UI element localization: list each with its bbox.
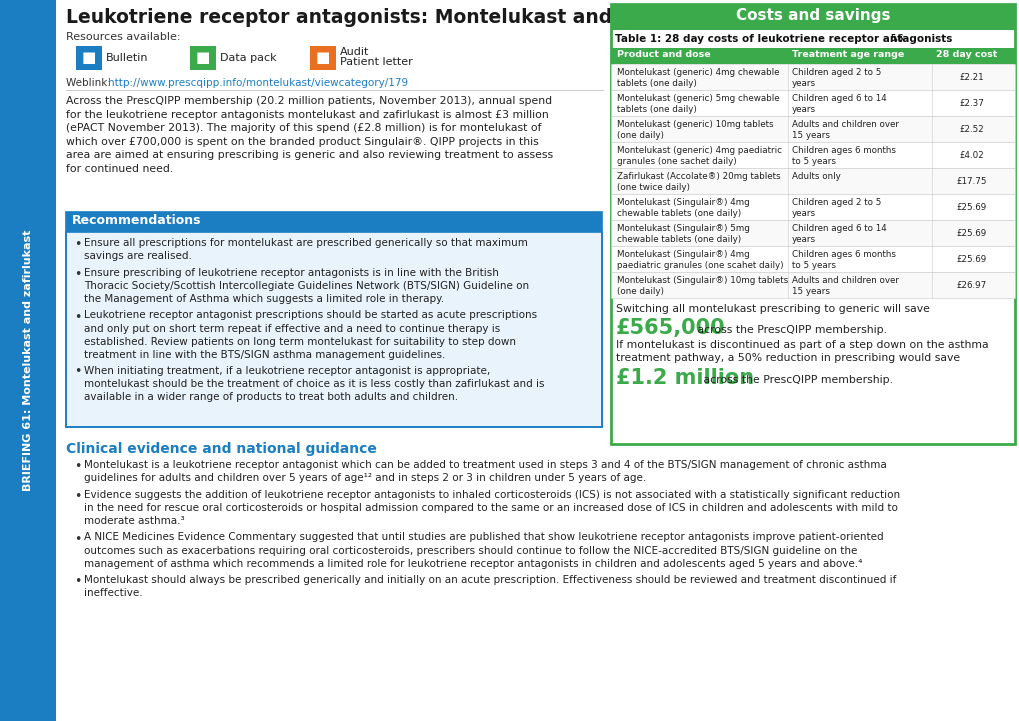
Text: Weblink:: Weblink: — [66, 78, 114, 88]
Bar — [610, 90, 1014, 116]
Text: Montelukast is a leukotriene receptor antagonist which can be added to treatment: Montelukast is a leukotriene receptor an… — [84, 460, 886, 483]
Text: Children ages 6 months
to 5 years: Children ages 6 months to 5 years — [791, 250, 895, 270]
Text: £2.21: £2.21 — [959, 73, 983, 81]
Text: £25.69: £25.69 — [956, 255, 986, 263]
Text: £4.02: £4.02 — [959, 151, 983, 159]
Text: Audit: Audit — [339, 47, 369, 57]
Text: Children aged 2 to 5
years: Children aged 2 to 5 years — [791, 198, 880, 218]
Text: Montelukast (Singulair®) 4mg
paediatric granules (one scahet daily): Montelukast (Singulair®) 4mg paediatric … — [616, 250, 783, 270]
Text: •: • — [74, 366, 82, 379]
Bar — [0, 0, 56, 721]
Text: Across the PrescQIPP membership (20.2 million patients, November 2013), annual s: Across the PrescQIPP membership (20.2 mi… — [66, 96, 552, 174]
Text: Montelukast (generic) 4mg paediatric
granules (one sachet daily): Montelukast (generic) 4mg paediatric gra… — [616, 146, 782, 166]
Text: •: • — [74, 238, 82, 251]
Text: Children aged 2 to 5
years: Children aged 2 to 5 years — [791, 68, 880, 88]
Bar — [66, 232, 601, 427]
Text: £1.2 million: £1.2 million — [615, 368, 753, 388]
Text: Bulletin: Bulletin — [106, 53, 149, 63]
Text: Montelukast (Singulair®) 4mg
chewable tablets (one daily): Montelukast (Singulair®) 4mg chewable ta… — [616, 198, 749, 218]
Text: Patient letter: Patient letter — [339, 57, 413, 67]
Text: Montelukast should always be prescribed generically and initially on an acute pr: Montelukast should always be prescribed … — [84, 575, 896, 598]
Text: Treatment age range: Treatment age range — [791, 50, 904, 59]
Text: across the PrescQIPP membership.: across the PrescQIPP membership. — [693, 325, 887, 335]
Text: Montelukast (Singulair®) 5mg
chewable tablets (one daily): Montelukast (Singulair®) 5mg chewable ta… — [616, 224, 749, 244]
Bar — [610, 246, 1014, 272]
Bar — [310, 46, 335, 70]
Text: £25.69: £25.69 — [956, 229, 986, 237]
Text: £2.37: £2.37 — [959, 99, 983, 107]
Text: £25.69: £25.69 — [956, 203, 986, 211]
Text: Switching all montelukast prescribing to generic will save: Switching all montelukast prescribing to… — [615, 304, 929, 314]
Text: If montelukast is discontinued as part of a step down on the asthma
treatment pa: If montelukast is discontinued as part o… — [615, 340, 987, 363]
Bar — [610, 4, 1014, 444]
Text: ■: ■ — [82, 50, 96, 66]
Bar — [66, 212, 601, 232]
Text: http://www.prescqipp.info/montelukast/viewcategory/179: http://www.prescqipp.info/montelukast/vi… — [108, 78, 408, 88]
Text: Montelukast (generic) 10mg tablets
(one daily): Montelukast (generic) 10mg tablets (one … — [616, 120, 772, 140]
Text: 5,6: 5,6 — [890, 34, 903, 43]
Text: •: • — [74, 575, 82, 588]
Text: Children aged 6 to 14
years: Children aged 6 to 14 years — [791, 224, 886, 244]
Text: Adults only: Adults only — [791, 172, 840, 181]
Text: ■: ■ — [196, 50, 210, 66]
Text: Adults and children over
15 years: Adults and children over 15 years — [791, 276, 898, 296]
Text: £2.52: £2.52 — [959, 125, 983, 133]
Bar — [610, 220, 1014, 246]
Text: A NICE Medicines Evidence Commentary suggested that until studies are published : A NICE Medicines Evidence Commentary sug… — [84, 533, 882, 569]
Text: •: • — [74, 490, 82, 503]
Bar — [610, 194, 1014, 220]
Text: Product and dose: Product and dose — [616, 50, 710, 59]
Text: £26.97: £26.97 — [956, 280, 986, 290]
Text: £565,000: £565,000 — [615, 318, 725, 338]
Text: Ensure prescribing of leukotriene receptor antagonists is in line with the Briti: Ensure prescribing of leukotriene recept… — [84, 268, 529, 304]
Bar — [610, 142, 1014, 168]
Text: ■: ■ — [316, 50, 330, 66]
Bar — [190, 46, 216, 70]
Bar — [610, 272, 1014, 298]
Bar — [610, 116, 1014, 142]
Bar — [66, 212, 601, 427]
Text: •: • — [74, 460, 82, 473]
Text: •: • — [74, 311, 82, 324]
Text: 28 day cost: 28 day cost — [935, 50, 997, 59]
Text: BRIEFING 61: Montelukast and zafirlukast: BRIEFING 61: Montelukast and zafirlukast — [23, 230, 33, 491]
Text: Evidence suggests the addition of leukotriene receptor antagonists to inhaled co: Evidence suggests the addition of leukot… — [84, 490, 899, 526]
Text: £17.75: £17.75 — [956, 177, 986, 185]
Text: •: • — [74, 268, 82, 281]
Text: Children aged 6 to 14
years: Children aged 6 to 14 years — [791, 94, 886, 114]
Text: Recommendations: Recommendations — [72, 214, 202, 227]
Text: Montelukast (generic) 5mg chewable
tablets (one daily): Montelukast (generic) 5mg chewable table… — [616, 94, 779, 114]
Text: Montelukast (Singulair®) 10mg tablets
(one daily): Montelukast (Singulair®) 10mg tablets (o… — [616, 276, 788, 296]
Bar — [76, 46, 102, 70]
Text: Clinical evidence and national guidance: Clinical evidence and national guidance — [66, 442, 376, 456]
Text: Leukotriene receptor antagonists: Montelukast and zafirlukast: Leukotriene receptor antagonists: Montel… — [66, 8, 731, 27]
Text: Ensure all prescriptions for montelukast are prescribed generically so that maxi: Ensure all prescriptions for montelukast… — [84, 238, 528, 261]
Text: Adults and children over
15 years: Adults and children over 15 years — [791, 120, 898, 140]
Text: Costs and savings: Costs and savings — [735, 8, 890, 23]
Bar — [610, 64, 1014, 90]
Text: Table 1: 28 day costs of leukotriene receptor antagonists: Table 1: 28 day costs of leukotriene rec… — [614, 34, 952, 44]
Text: Data pack: Data pack — [220, 53, 276, 63]
Bar — [610, 168, 1014, 194]
Text: across the PrescQIPP membership.: across the PrescQIPP membership. — [699, 375, 892, 385]
Text: Leukotriene receptor antagonist prescriptions should be started as acute prescri: Leukotriene receptor antagonist prescrip… — [84, 311, 537, 360]
Text: Zafirlukast (Accolate®) 20mg tablets
(one twice daily): Zafirlukast (Accolate®) 20mg tablets (on… — [616, 172, 780, 192]
Text: Children ages 6 months
to 5 years: Children ages 6 months to 5 years — [791, 146, 895, 166]
Text: Resources available:: Resources available: — [66, 32, 180, 42]
Text: When initiating treatment, if a leukotriene receptor antagonist is appropriate,
: When initiating treatment, if a leukotri… — [84, 366, 544, 402]
Text: •: • — [74, 533, 82, 546]
Bar — [610, 48, 1014, 64]
Bar — [610, 4, 1014, 30]
Text: Montelukast (generic) 4mg chewable
tablets (one daily): Montelukast (generic) 4mg chewable table… — [616, 68, 779, 88]
